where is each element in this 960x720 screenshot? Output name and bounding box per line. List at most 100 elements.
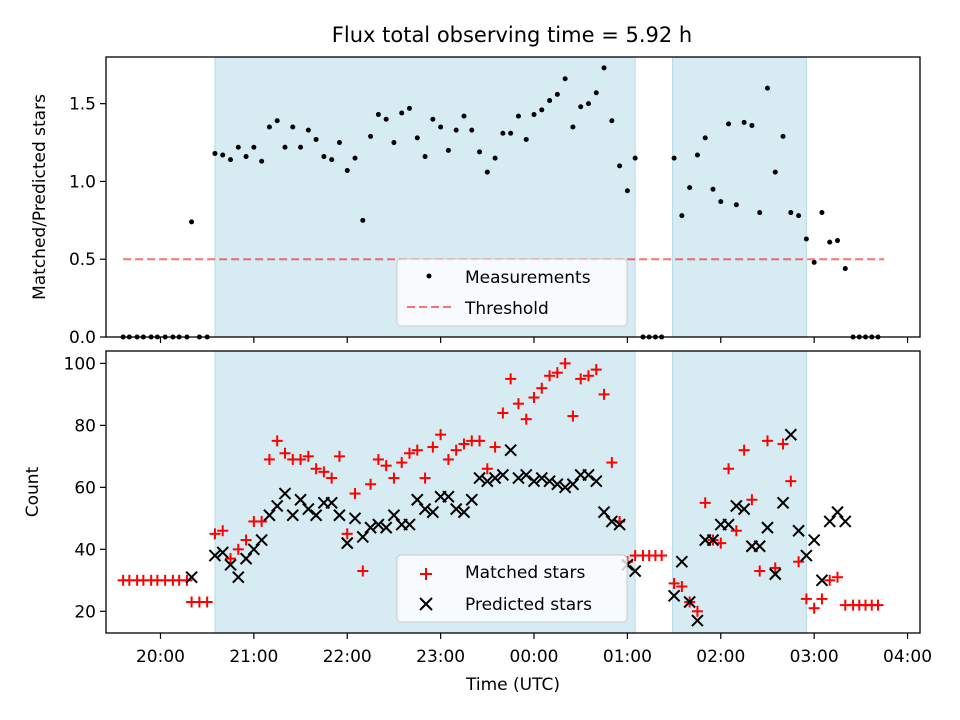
measurement-point xyxy=(702,135,708,141)
measurement-point xyxy=(344,168,350,174)
y-tick-label: 0.5 xyxy=(69,250,96,270)
measurement-point xyxy=(336,140,342,146)
measurement-point xyxy=(477,149,483,155)
measurement-point xyxy=(508,130,514,136)
x-tick-label: 02:00 xyxy=(696,647,745,667)
y-axis-label-count: Count xyxy=(23,466,43,517)
measurement-point xyxy=(718,199,724,205)
measurement-point xyxy=(554,91,560,97)
matched-star-marker xyxy=(271,435,283,447)
matched-star-marker xyxy=(816,593,828,605)
measurement-point xyxy=(352,155,358,161)
predicted-star-marker xyxy=(387,509,401,522)
measurement-point xyxy=(406,105,412,111)
legend-label-threshold: Threshold xyxy=(464,299,549,319)
measurement-point xyxy=(803,236,809,242)
matched-star-marker xyxy=(365,478,377,490)
chart-title: Flux total observing time = 5.92 h xyxy=(332,23,692,47)
matched-star-marker xyxy=(505,373,517,385)
matched-star-marker xyxy=(754,565,766,577)
predicted-star-marker xyxy=(270,499,284,513)
matched-star-marker xyxy=(730,525,742,537)
matched-star-marker xyxy=(357,565,369,577)
predicted-star-marker xyxy=(823,515,836,528)
predicted-stars-markers xyxy=(185,428,852,627)
predicted-star-marker xyxy=(792,524,805,537)
matched-star-marker xyxy=(256,515,268,527)
matched-star-marker xyxy=(481,463,493,475)
predicted-star-marker xyxy=(582,468,595,482)
y-tick-label: 0.0 xyxy=(69,328,96,348)
measurement-point xyxy=(523,136,529,142)
measurement-point xyxy=(632,155,638,161)
ratio-panel: 0.0 0.5 1.0 1.5 Matched/Predicted stars Mea… xyxy=(30,56,921,348)
y-tick-label: 40 xyxy=(74,540,96,560)
predicted-star-marker xyxy=(605,515,619,528)
observing-span-2 xyxy=(672,350,807,634)
measurement-point xyxy=(515,113,521,119)
predicted-star-marker xyxy=(278,487,292,500)
matched-star-marker xyxy=(785,475,797,487)
predicted-star-marker xyxy=(232,571,245,584)
measurement-point xyxy=(251,144,257,150)
measurement-point xyxy=(235,144,241,150)
predicted-star-marker xyxy=(535,471,549,485)
matched-star-marker xyxy=(279,447,291,459)
predicted-star-marker xyxy=(800,549,813,562)
measurement-point xyxy=(749,122,755,128)
predicted-star-marker xyxy=(628,564,642,578)
matched-star-marker xyxy=(777,438,789,450)
measurement-point xyxy=(710,186,716,192)
matched-star-marker xyxy=(458,438,470,450)
matched-star-marker xyxy=(668,577,680,589)
y-axis-ratio: 0.0 0.5 1.0 1.5 xyxy=(69,95,106,348)
predicted-star-marker xyxy=(776,496,790,510)
matched-star-marker xyxy=(427,441,439,453)
measurement-point xyxy=(375,112,381,118)
predicted-star-marker xyxy=(807,533,821,547)
predicted-star-marker xyxy=(730,499,743,513)
predicted-star-marker xyxy=(372,518,385,531)
matched-star-marker xyxy=(738,444,750,456)
matched-star-marker xyxy=(582,370,594,382)
predicted-star-marker xyxy=(683,595,696,609)
matched-star-marker xyxy=(606,457,618,469)
x-axis-label-time: Time (UTC) xyxy=(465,675,560,695)
predicted-star-marker xyxy=(520,468,533,482)
measurement-point xyxy=(811,259,817,265)
y-tick-label: 1.5 xyxy=(69,95,96,115)
predicted-star-marker xyxy=(761,521,774,534)
x-tick-label: 04:00 xyxy=(883,647,932,667)
measurement-point xyxy=(593,90,599,96)
legend-label-measurements: Measurements xyxy=(465,268,591,288)
predicted-star-marker xyxy=(239,552,253,565)
matched-star-marker xyxy=(225,553,237,565)
predicted-star-marker xyxy=(325,496,338,510)
predicted-star-marker xyxy=(597,505,611,519)
matched-star-marker xyxy=(326,472,338,484)
measurement-point xyxy=(321,154,327,160)
matched-star-marker xyxy=(656,550,668,562)
matched-star-marker xyxy=(746,494,758,506)
measurement-point xyxy=(461,113,467,119)
measurement-point xyxy=(259,158,265,164)
matched-star-marker xyxy=(396,457,408,469)
predicted-star-marker xyxy=(722,518,735,531)
predicted-star-marker xyxy=(426,505,440,519)
matched-star-marker xyxy=(528,391,540,403)
measurement-point xyxy=(189,219,195,225)
matched-star-marker xyxy=(217,525,229,537)
matched-star-marker xyxy=(442,453,454,465)
measurement-point xyxy=(726,121,732,127)
measurement-point xyxy=(609,118,615,124)
matched-star-marker xyxy=(450,444,462,456)
matched-star-marker xyxy=(575,373,587,385)
matched-star-marker xyxy=(263,453,275,465)
measurement-point xyxy=(757,210,763,216)
measurement-point xyxy=(679,213,685,219)
matched-star-marker xyxy=(769,562,781,574)
matched-star-marker xyxy=(824,574,836,586)
predicted-star-marker xyxy=(815,574,829,587)
measurement-point xyxy=(282,144,288,150)
x-tick-label: 23:00 xyxy=(416,647,465,667)
